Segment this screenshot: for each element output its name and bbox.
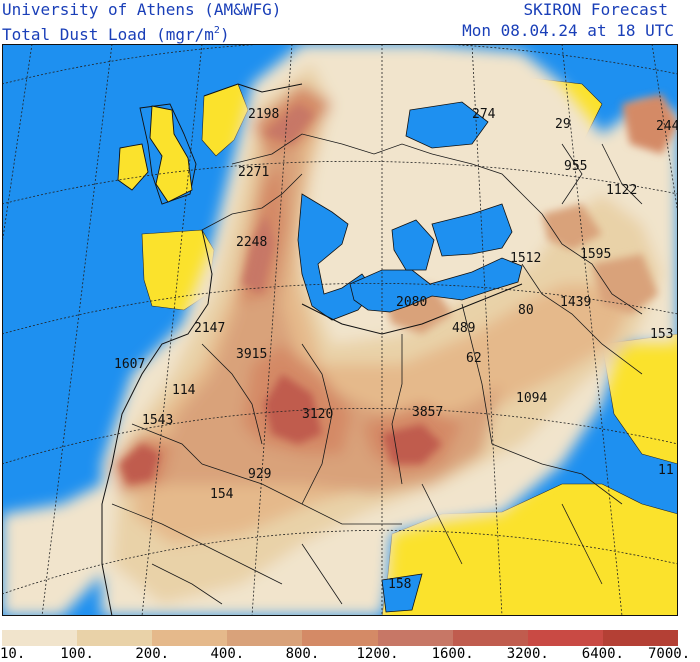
- legend-tick-label: 100.: [60, 646, 94, 662]
- legend-tick-label: 1600.: [431, 646, 474, 662]
- valid-time: Mon 08.04.24 at 18 UTC: [462, 21, 674, 40]
- uk-dustfree: [117, 105, 193, 203]
- dust-label: 489: [452, 321, 475, 336]
- legend-tick-label: 400.: [210, 646, 245, 662]
- coastline: [101, 83, 523, 616]
- legend-swatch: [377, 630, 453, 646]
- legend-tick-label: 800.: [285, 646, 320, 662]
- mediterranean-sea: [297, 101, 523, 613]
- dust-label: 929: [248, 467, 271, 482]
- dust-label: 3915: [236, 347, 267, 362]
- dust-label: 62: [466, 351, 482, 366]
- dust-label: 244: [656, 119, 678, 134]
- legend-tick-label: 7000.: [648, 646, 691, 662]
- borders: [111, 133, 643, 605]
- legend-swatch: [152, 630, 228, 646]
- dust-label: 80: [518, 303, 534, 318]
- model-title: SKIRON Forecast: [523, 0, 669, 19]
- dust-label: 1543: [142, 413, 173, 428]
- dust-label: 1439: [560, 295, 591, 310]
- dust-label: 1122: [606, 183, 637, 198]
- product-title: Total Dust Load (mgr/m2): [2, 21, 230, 45]
- dust-label: 2080: [396, 295, 427, 310]
- dust-label: 2248: [236, 235, 267, 250]
- dust-label: 2147: [194, 321, 225, 336]
- graticule: [2, 44, 678, 616]
- dust-label: 158: [388, 577, 411, 592]
- dust-label: 114: [172, 383, 196, 398]
- dust-label: 11: [658, 463, 674, 478]
- product-title-sup: 2: [213, 25, 220, 36]
- dust-label: 955: [564, 159, 587, 174]
- product-title-text: Total Dust Load (mgr/m: [2, 25, 214, 44]
- dust-label: 2198: [248, 107, 279, 122]
- dust-map: 2198 274 29 244 2271 955 1122 2248 1512 …: [2, 44, 678, 616]
- dust-label: 274: [472, 107, 496, 122]
- legend-swatch: [227, 630, 303, 646]
- dust-label: 1512: [510, 251, 541, 266]
- dust-label: 2271: [238, 165, 269, 180]
- dust-label: 3120: [302, 407, 333, 422]
- dust-label: 1607: [114, 357, 145, 372]
- dust-label: 29: [555, 117, 571, 132]
- legend-swatch: [302, 630, 378, 646]
- legend-tick-label: 200.: [135, 646, 170, 662]
- legend-swatch: [527, 630, 603, 646]
- dust-label: 3857: [412, 405, 443, 420]
- legend-swatch: [2, 630, 78, 646]
- legend-tick-label: 6400.: [581, 646, 624, 662]
- dust-label: 154: [210, 487, 234, 502]
- legend-swatch: [77, 630, 153, 646]
- legend-tick-label: 10.: [0, 646, 26, 662]
- product-title-end: ): [219, 25, 230, 44]
- legend-ticks: 10. 100. 200. 400. 800. 1200. 1600. 3200. 6400. 7…: [0, 646, 700, 662]
- legend-tick-label: 3200.: [506, 646, 549, 662]
- color-legend: [2, 630, 678, 646]
- legend-swatch: [602, 630, 678, 646]
- legend-tick-label: 1200.: [356, 646, 399, 662]
- dust-label: 1595: [580, 247, 611, 262]
- dust-label: 153: [650, 327, 673, 342]
- dust-value-labels: 2198 274 29 244 2271 955 1122 2248 1512 …: [114, 107, 678, 592]
- org-title: University of Athens (AM&WFG): [2, 0, 282, 19]
- dust-plume: [2, 44, 678, 616]
- dust-label: 1094: [516, 391, 547, 406]
- legend-swatch: [452, 630, 528, 646]
